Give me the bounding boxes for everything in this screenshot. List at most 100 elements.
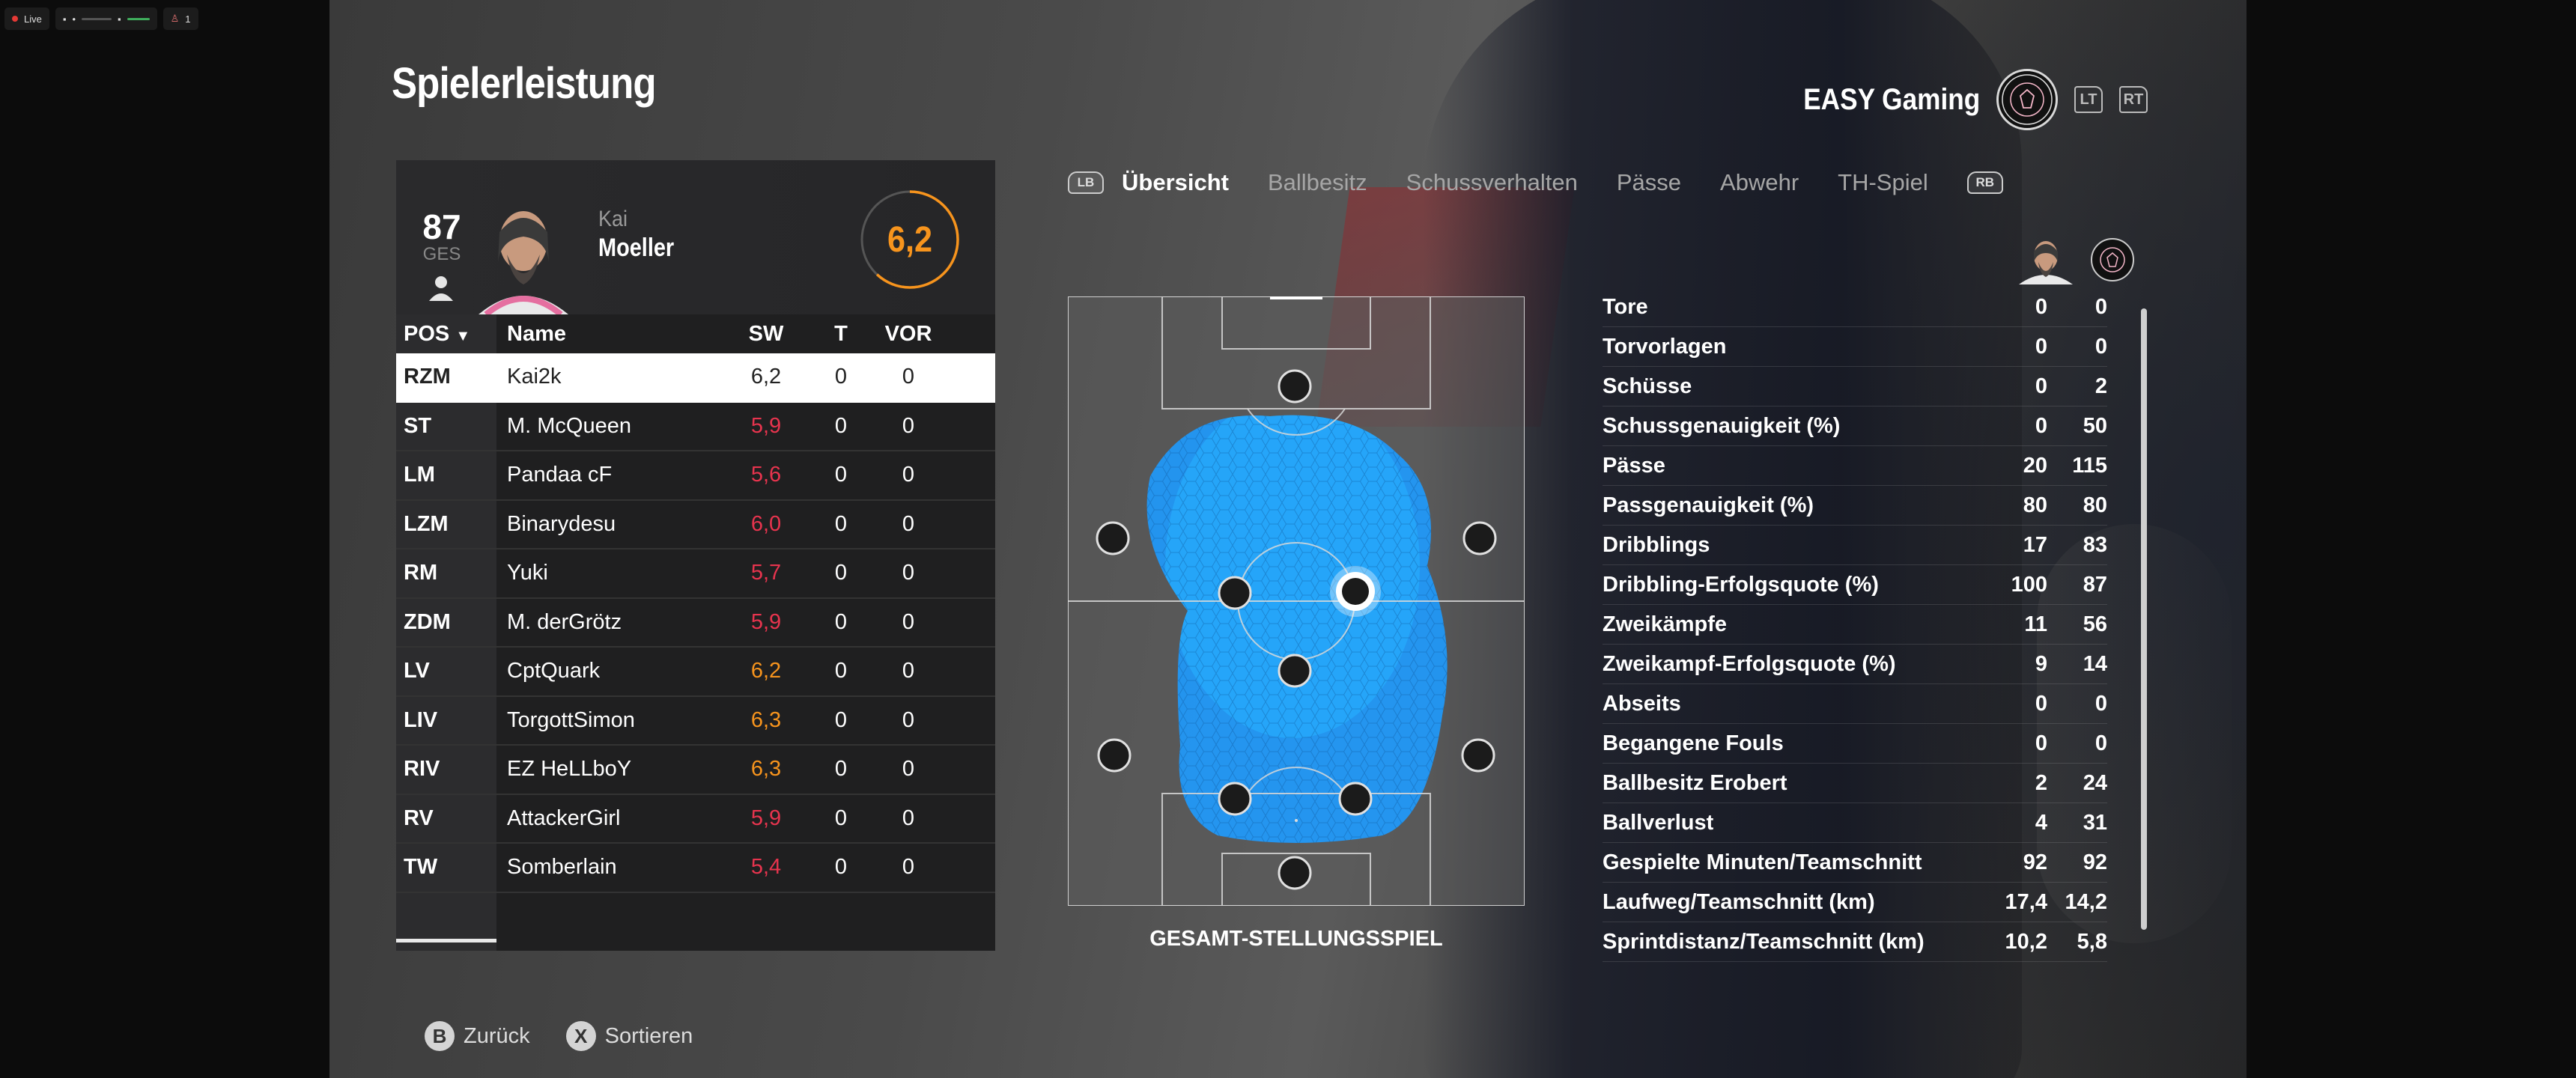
stream-overlay: Live ▪ • ▪ ♙ 1 <box>4 7 198 30</box>
stat-player-value: 17 <box>2023 532 2047 557</box>
table-scroll-indicator[interactable] <box>396 939 496 943</box>
stat-player-value: 0 <box>2035 334 2047 359</box>
stat-team-value: 56 <box>2083 612 2107 636</box>
tab-th-spiel[interactable]: TH-Spiel <box>1838 169 1928 195</box>
table-row[interactable]: ZDM M. derGrötz 5,9 0 0 <box>396 599 995 648</box>
row-vor: 0 <box>902 365 915 389</box>
table-row[interactable]: LM Pandaa cF 5,6 0 0 <box>396 451 995 501</box>
tab-uebersicht[interactable]: Übersicht <box>1122 169 1229 195</box>
row-vor: 0 <box>902 609 915 634</box>
row-pos: RM <box>404 561 438 585</box>
name-header[interactable]: Name <box>507 321 566 346</box>
t-header[interactable]: T <box>834 321 848 346</box>
team-crest-icon <box>1996 69 2058 130</box>
tab-paesse[interactable]: Pässe <box>1616 169 1682 195</box>
comparison-icons <box>2016 232 2134 284</box>
table-row[interactable]: LIV TorgottSimon 6,3 0 0 <box>396 697 995 746</box>
stat-team-value: 80 <box>2083 493 2107 517</box>
player-first-name: Kai <box>598 207 628 231</box>
sort-hint[interactable]: X Sortieren <box>565 1021 693 1051</box>
sort-down-icon: ▼ <box>455 327 471 344</box>
stat-row: Schussgenauigkeit (%) 0 50 <box>1603 406 2107 446</box>
table-row[interactable]: RM Yuki 5,7 0 0 <box>396 549 995 599</box>
stat-player-value: 4 <box>2035 810 2047 835</box>
rb-button-icon[interactable]: RB <box>1966 171 2003 194</box>
row-t: 0 <box>834 609 848 634</box>
tab-schussverhalten[interactable]: Schussverhalten <box>1406 169 1578 195</box>
stat-label: Pässe <box>1603 453 1665 478</box>
stat-row: Gespielte Minuten/Teamschnitt 92 92 <box>1603 843 2107 883</box>
stat-row: Zweikampf-Erfolgsquote (%) 9 14 <box>1603 645 2107 684</box>
table-row[interactable]: RV AttackerGirl 5,9 0 0 <box>396 795 995 844</box>
live-dot-icon <box>12 16 18 22</box>
viewer-count: ♙ 1 <box>162 7 198 30</box>
stat-label: Tore <box>1603 294 1648 319</box>
row-sw: 5,4 <box>750 855 782 880</box>
stat-player-value: 92 <box>2023 850 2047 874</box>
lb-button-icon[interactable]: LB <box>1068 171 1104 194</box>
tab-abwehr[interactable]: Abwehr <box>1720 169 1799 195</box>
pos-header[interactable]: POS ▼ <box>404 321 471 346</box>
stat-row: Abseits 0 0 <box>1603 684 2107 724</box>
row-sw: 5,9 <box>750 806 782 830</box>
button-hints: B Zurück X Sortieren <box>425 1021 715 1051</box>
stat-team-value: 0 <box>2094 731 2107 755</box>
table-row[interactable]: RZM Kai2k 6,2 0 0 <box>396 353 995 403</box>
row-pos: LM <box>404 463 435 487</box>
match-rating-value: 6,2 <box>887 219 933 260</box>
stat-player-value: 100 <box>2011 572 2047 597</box>
stat-label: Schussgenauigkeit (%) <box>1603 413 1841 438</box>
row-name: TorgottSimon <box>507 707 635 732</box>
stat-row: Sprintdistanz/Teamschnitt (km) 10,2 5,8 <box>1603 922 2107 962</box>
table-row[interactable]: ST M. McQueen 5,9 0 0 <box>396 403 995 451</box>
table-row[interactable]: TW Somberlain 5,4 0 0 <box>396 844 995 893</box>
stat-player-value: 0 <box>2035 691 2047 716</box>
stat-player-value: 9 <box>2035 651 2047 676</box>
row-vor: 0 <box>902 757 915 782</box>
rt-button-icon[interactable]: RT <box>2119 86 2148 113</box>
table-row[interactable]: RIV EZ HeLLboY 6,3 0 0 <box>396 746 995 795</box>
stat-team-value: 92 <box>2083 850 2107 874</box>
row-vor: 0 <box>902 463 915 487</box>
table-row[interactable]: LV CptQuark 6,2 0 0 <box>396 648 995 697</box>
vor-header[interactable]: VOR <box>884 321 932 346</box>
row-vor: 0 <box>902 806 915 830</box>
stat-row: Passgenauigkeit (%) 80 80 <box>1603 486 2107 526</box>
row-vor: 0 <box>902 659 915 683</box>
team-mini-crest-icon <box>2091 238 2134 281</box>
stat-team-value: 87 <box>2083 572 2107 597</box>
audio-level <box>127 17 150 20</box>
table-header: POS ▼ Name SW T VOR <box>396 314 995 353</box>
mic-level <box>82 17 112 20</box>
row-pos: LV <box>404 659 430 683</box>
stat-label: Laufweg/Teamschnitt (km) <box>1603 889 1875 914</box>
stat-row: Dribblings 17 83 <box>1603 526 2107 565</box>
sw-header[interactable]: SW <box>748 321 784 346</box>
stat-row: Ballverlust 4 31 <box>1603 803 2107 843</box>
tab-ballbesitz[interactable]: Ballbesitz <box>1267 169 1367 195</box>
player-last-name: Moeller <box>598 234 675 262</box>
stat-team-value: 50 <box>2083 413 2107 438</box>
back-hint[interactable]: B Zurück <box>425 1021 530 1051</box>
background-arm <box>2037 524 2232 943</box>
row-vor: 0 <box>902 707 915 732</box>
stat-label: Begangene Fouls <box>1603 731 1784 755</box>
stat-player-value: 17,4 <box>2005 889 2047 914</box>
table-row[interactable]: LZM Binarydesu 6,0 0 0 <box>396 501 995 549</box>
lt-button-icon[interactable]: LT <box>2074 86 2103 113</box>
person-icon <box>429 276 453 301</box>
row-sw: 6,3 <box>750 707 782 732</box>
player-table-panel: 87 GES Kai Moeller 6,2 <box>396 160 995 951</box>
stat-player-value: 10,2 <box>2005 929 2047 954</box>
row-t: 0 <box>834 365 848 389</box>
stat-label: Dribbling-Erfolgsquote (%) <box>1603 572 1879 597</box>
row-name: Binarydesu <box>507 511 616 536</box>
sort-label: Sortieren <box>604 1023 693 1048</box>
row-vor: 0 <box>902 511 915 536</box>
team-name: EASY Gaming <box>1802 82 1980 116</box>
stat-player-value: 20 <box>2023 453 2047 478</box>
stat-row: Zweikämpfe 11 56 <box>1603 605 2107 645</box>
stats-scrollbar[interactable] <box>2141 308 2147 930</box>
row-t: 0 <box>834 413 848 438</box>
row-sw: 6,0 <box>750 511 782 536</box>
